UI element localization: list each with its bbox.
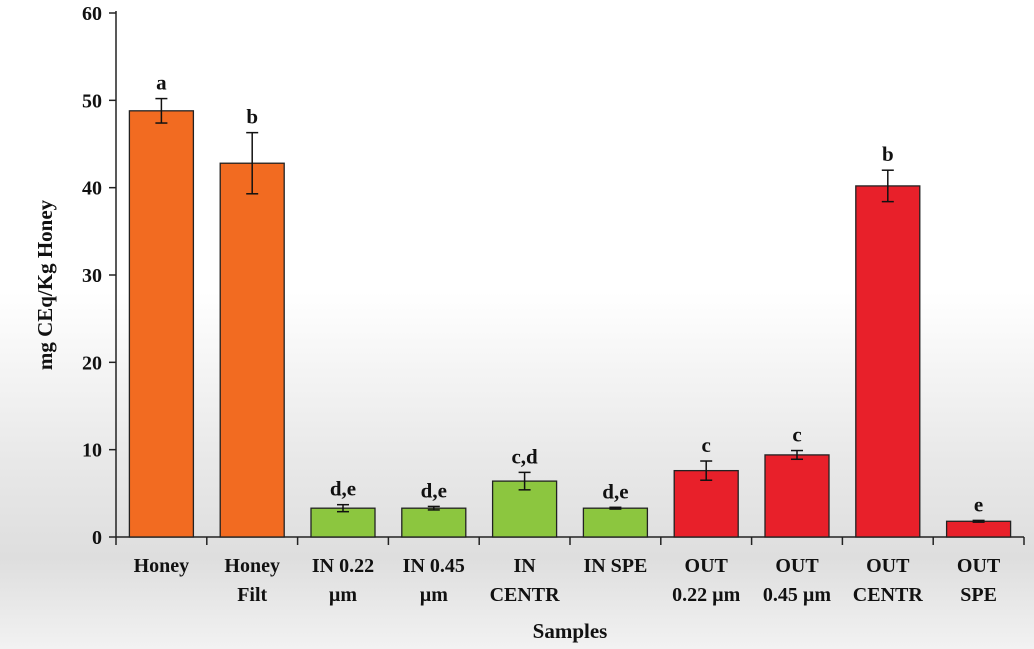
y-tick-label: 60: [82, 3, 102, 25]
x-tick-label-line: IN SPE: [583, 555, 647, 577]
x-tick-label-line: SPE: [960, 584, 997, 606]
bar: [310, 507, 376, 538]
x-tick-label: IN 0.45 µm: [403, 555, 465, 606]
x-tick-label-line: OUT: [775, 555, 819, 577]
significance-label: c: [792, 423, 801, 447]
x-tick-label: OUT SPE: [957, 555, 1001, 606]
significance-label: d,e: [602, 479, 628, 503]
y-tick-label: 20: [82, 352, 102, 374]
significance-label: c,d: [511, 444, 538, 468]
bar: [855, 185, 921, 538]
x-tick-label-line: Honey: [134, 555, 190, 577]
x-tick-label: Honey: [134, 555, 190, 577]
bar: [673, 469, 739, 538]
x-tick-label-line: 0.22 µm: [672, 584, 741, 606]
significance-label: e: [974, 492, 983, 516]
x-tick-label: IN SPE: [583, 555, 647, 577]
x-tick-label-line: Filt: [237, 584, 267, 606]
y-tick-label: 50: [82, 90, 102, 112]
significance-label: d,e: [330, 477, 356, 501]
x-tick-label: Honey Filt: [224, 555, 280, 606]
y-tick-label: 30: [82, 265, 102, 287]
significance-label: a: [156, 71, 167, 95]
significance-label: c: [702, 433, 711, 457]
significance-label: b: [882, 142, 894, 166]
x-tick-label: IN CENTR: [490, 555, 561, 606]
y-tick-label: 0: [92, 527, 102, 549]
x-tick-label-line: 0.45 µm: [763, 584, 832, 606]
x-axis-title: Samples: [533, 619, 608, 643]
x-tick-label-line: OUT: [866, 555, 910, 577]
x-tick-label-line: µm: [420, 584, 449, 606]
x-tick-label-line: Honey: [224, 555, 280, 577]
x-tick-label: OUT CENTR: [853, 555, 924, 606]
bar: [582, 507, 649, 538]
x-tick-label-line: IN 0.45: [403, 555, 465, 577]
y-tick-label: 10: [82, 440, 102, 462]
x-tick-label-line: µm: [329, 584, 358, 606]
y-tick-label: 40: [82, 178, 102, 200]
x-tick-label-line: OUT: [685, 555, 729, 577]
x-tick-label-line: CENTR: [853, 584, 924, 606]
significance-label: d,e: [421, 478, 447, 502]
bar: [945, 520, 1012, 538]
x-tick-label: OUT 0.45 µm: [763, 555, 832, 606]
x-tick-label: OUT 0.22 µm: [672, 555, 741, 606]
x-tick-label: IN 0.22 µm: [312, 555, 374, 606]
bar: [764, 454, 830, 538]
bar: [128, 110, 195, 538]
significance-label: b: [246, 105, 258, 129]
bar: [219, 162, 285, 538]
x-tick-label-line: IN: [513, 555, 536, 577]
y-axis-title: mg CEq/Kg Honey: [33, 199, 57, 370]
bar: [401, 507, 467, 538]
x-tick-label-line: CENTR: [490, 584, 561, 606]
plot-area: 0 10 20 30 40 50 60 a Honey b Honey Filt d,e IN 0.22 µ…: [82, 3, 1025, 606]
x-tick-label-line: OUT: [957, 555, 1001, 577]
x-tick-label-line: IN 0.22: [312, 555, 374, 577]
